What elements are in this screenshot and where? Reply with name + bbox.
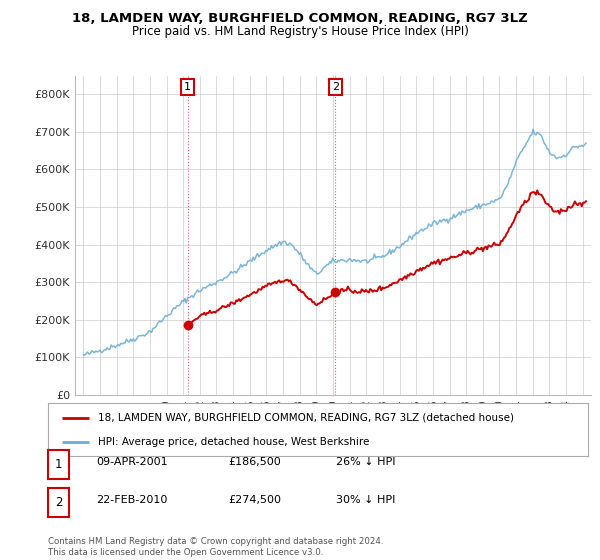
Text: Contains HM Land Registry data © Crown copyright and database right 2024.
This d: Contains HM Land Registry data © Crown c… [48, 537, 383, 557]
Text: 30% ↓ HPI: 30% ↓ HPI [336, 494, 395, 505]
Text: £274,500: £274,500 [228, 494, 281, 505]
Text: 2: 2 [332, 82, 339, 92]
Text: 22-FEB-2010: 22-FEB-2010 [96, 494, 167, 505]
Text: 26% ↓ HPI: 26% ↓ HPI [336, 457, 395, 467]
Text: 09-APR-2001: 09-APR-2001 [96, 457, 167, 467]
Text: Price paid vs. HM Land Registry's House Price Index (HPI): Price paid vs. HM Land Registry's House … [131, 25, 469, 38]
Text: 18, LAMDEN WAY, BURGHFIELD COMMON, READING, RG7 3LZ (detached house): 18, LAMDEN WAY, BURGHFIELD COMMON, READI… [98, 413, 514, 423]
Text: 2: 2 [55, 496, 62, 509]
Text: £186,500: £186,500 [228, 457, 281, 467]
Text: HPI: Average price, detached house, West Berkshire: HPI: Average price, detached house, West… [98, 437, 369, 447]
Text: 18, LAMDEN WAY, BURGHFIELD COMMON, READING, RG7 3LZ: 18, LAMDEN WAY, BURGHFIELD COMMON, READI… [72, 12, 528, 25]
Text: 1: 1 [184, 82, 191, 92]
Text: 1: 1 [55, 458, 62, 472]
